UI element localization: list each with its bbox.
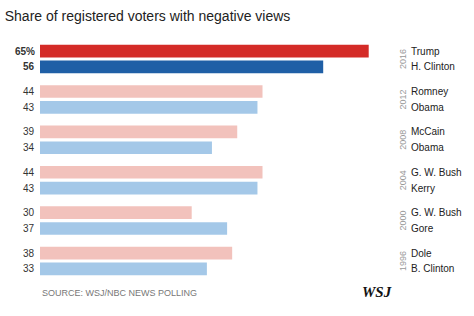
svg-text:Trump: Trump: [411, 46, 440, 57]
svg-text:34: 34: [23, 142, 35, 153]
svg-text:Romney: Romney: [411, 86, 448, 97]
svg-text:Dole: Dole: [411, 248, 432, 259]
svg-text:43: 43: [23, 102, 35, 113]
svg-text:Obama: Obama: [411, 102, 444, 113]
svg-text:Obama: Obama: [411, 142, 444, 153]
svg-text:44: 44: [23, 167, 35, 178]
svg-text:2012: 2012: [398, 89, 408, 109]
svg-text:65%: 65%: [15, 46, 35, 57]
svg-text:B. Clinton: B. Clinton: [411, 263, 454, 274]
svg-text:1996: 1996: [398, 251, 408, 271]
svg-text:37: 37: [23, 223, 35, 234]
svg-text:Gore: Gore: [411, 223, 434, 234]
svg-text:2000: 2000: [398, 211, 408, 231]
svg-text:56: 56: [23, 61, 35, 72]
svg-text:H. Clinton: H. Clinton: [411, 61, 455, 72]
svg-text:McCain: McCain: [411, 126, 445, 137]
svg-text:WSJ: WSJ: [362, 284, 392, 300]
svg-text:SOURCE: WSJ/NBC NEWS POLLING: SOURCE: WSJ/NBC NEWS POLLING: [42, 288, 197, 298]
svg-text:44: 44: [23, 86, 35, 97]
svg-text:39: 39: [23, 126, 35, 137]
svg-text:Share of registered voters wit: Share of registered voters with negative…: [5, 8, 291, 24]
svg-text:G. W. Bush: G. W. Bush: [411, 167, 462, 178]
svg-text:G. W. Bush: G. W. Bush: [411, 207, 462, 218]
svg-text:Kerry: Kerry: [411, 183, 435, 194]
svg-text:38: 38: [23, 248, 35, 259]
svg-text:2008: 2008: [398, 130, 408, 150]
svg-text:2004: 2004: [398, 170, 408, 190]
svg-text:30: 30: [23, 207, 35, 218]
svg-text:2016: 2016: [398, 49, 408, 69]
svg-text:43: 43: [23, 183, 35, 194]
svg-text:33: 33: [23, 263, 35, 274]
